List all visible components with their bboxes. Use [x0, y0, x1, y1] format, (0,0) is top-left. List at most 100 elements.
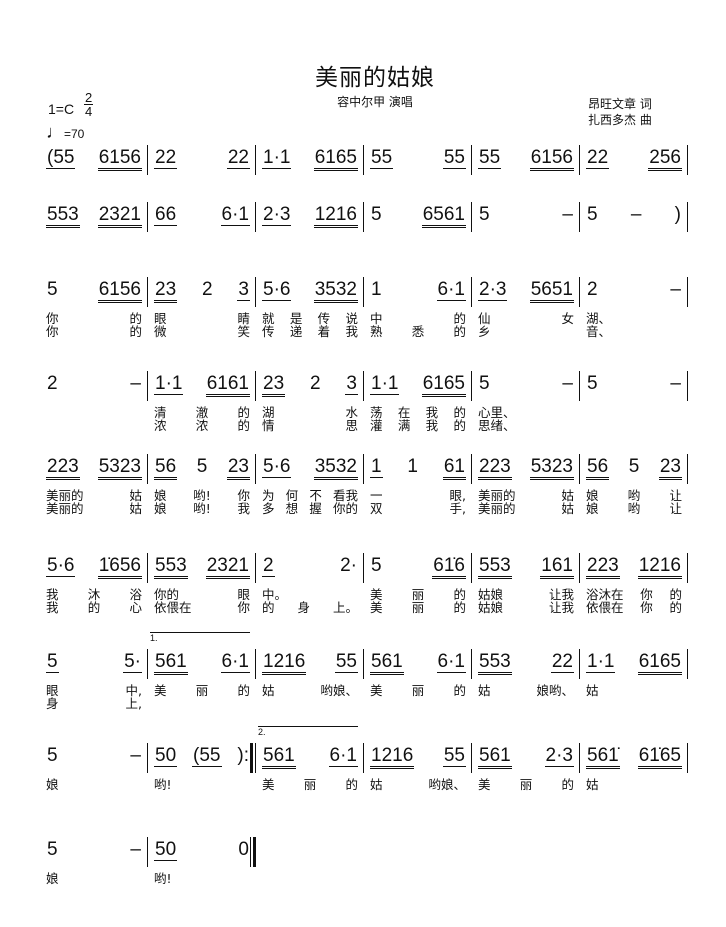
score-system: 5·6 1̇656 我沐浴我的心 553 2321 你的眼依偎在你 2 2· 中。的身上。 5 61…: [40, 553, 692, 616]
lyric-syllable: 我: [237, 501, 250, 516]
note-group: 55: [442, 745, 466, 767]
measure: 2·3 1216: [256, 202, 364, 275]
measure: 5 5· 眼 中, 身 上,: [40, 649, 148, 722]
lyrics-verse-1: 美丽的 姑: [46, 489, 142, 502]
lyric-syllable: 姑: [262, 683, 275, 698]
measure: 561̇ 61̇65 姑: [580, 743, 688, 816]
note-group: 223: [478, 457, 512, 480]
lyric-syllable: 哟!: [193, 501, 211, 516]
measure: 50 (55): 哟!: [148, 743, 256, 816]
note-group: 561: [370, 652, 404, 675]
notes: 223 5323: [46, 457, 142, 480]
note-group: 1: [371, 279, 382, 300]
measure: 5– 娘: [40, 743, 148, 816]
score-system: 223 5323 美丽的姑美丽的姑 56 5 23 娘哟! 你娘哟! 我 5·6 3532 为何不看我…: [40, 454, 692, 517]
barline: [471, 743, 472, 773]
lyrics-verse-1: 美丽的: [370, 684, 466, 697]
note-group: 561: [154, 652, 188, 675]
note-group: 1·1: [154, 373, 184, 395]
note-group: 1: [407, 456, 418, 477]
lyrics-verse-1: 哟!: [154, 778, 250, 791]
measure: 223 1216 浴沐在你的依偎在你的: [580, 553, 688, 626]
note-group: 50: [154, 839, 178, 861]
lyric-syllable: 我: [46, 587, 59, 602]
barline: [471, 277, 472, 307]
note-group: 2: [47, 373, 58, 394]
measure: 553 2321: [40, 202, 148, 275]
notes: 5 –): [586, 205, 682, 227]
lyric-syllable: 娘: [586, 488, 599, 503]
measure: 1·1 6165: [256, 145, 364, 218]
note-group: (55: [192, 745, 222, 767]
lyrics-verse-2: 传递着我: [262, 325, 358, 338]
lyric-syllable: 在: [397, 405, 411, 420]
lyric-syllable: 为: [262, 488, 275, 503]
repeat-barline: [250, 743, 256, 773]
measure: 223 5323 美丽的姑美丽的姑: [472, 454, 580, 527]
note-group: 22: [154, 147, 178, 169]
lyrics-verse-2: 双 手,: [370, 502, 466, 515]
lyric-syllable: 递: [289, 324, 303, 339]
lyric-syllable: 不: [309, 488, 322, 503]
barline: [363, 649, 364, 679]
lyrics-verse-1: 美丽的: [478, 778, 574, 791]
barline: [579, 202, 580, 232]
lyric-syllable: 娘: [586, 501, 599, 516]
barline: [579, 371, 580, 401]
notes: 50 0: [154, 840, 250, 862]
notes: 5–: [46, 746, 142, 768]
notes: 561̇ 61̇65: [586, 746, 682, 769]
notes: 553 2321: [154, 556, 250, 579]
lyric-syllable: 依偎在: [154, 600, 192, 615]
score-system: 5 6156 你的你的 23 2 3 眼睛微笑 5·6 3532 就是传说传递着我 1 6·1 中的熟悉…: [40, 277, 692, 340]
note-group: –: [670, 373, 681, 394]
lyric-syllable: 我: [425, 418, 439, 433]
lyrics-verse-1: 姑 哟娘、: [370, 778, 466, 791]
lyric-syllable: 哟: [627, 501, 641, 516]
note-group: 5·6: [46, 555, 76, 577]
measure: 223 5323 美丽的姑美丽的姑: [40, 454, 148, 527]
lyric-syllable: 说: [345, 311, 358, 326]
lyrics-verse-1: 眼睛: [154, 312, 250, 325]
barline: [147, 743, 148, 773]
notes: 56 5 23: [586, 457, 682, 480]
note-group: 22: [586, 147, 610, 169]
key-signature: 1=C: [48, 101, 75, 117]
time-signature: 2 4: [84, 91, 94, 118]
barline: [255, 553, 256, 583]
note-group: 3532: [313, 457, 358, 480]
barline: [579, 145, 580, 175]
measure: 66 6·1: [148, 202, 256, 275]
measure: 553 161 姑娘 让我 姑娘 让我: [472, 553, 580, 626]
notes: 1216 55: [370, 745, 466, 769]
lyrics-verse-2: 情思: [262, 419, 358, 432]
note-group: 23: [658, 457, 682, 480]
lyric-syllable: 音、: [586, 324, 612, 339]
note-group: 23: [262, 374, 286, 397]
notes: 1·1 6165: [370, 374, 466, 397]
lyrics-verse-1: 中的: [370, 312, 466, 325]
barline: [579, 454, 580, 484]
lyrics-verse-1: 美丽的: [370, 588, 466, 601]
measure: 23 2 3 湖水情思: [256, 371, 364, 444]
measure: 1·1 6165 姑: [580, 649, 688, 722]
notes: 5–: [478, 374, 574, 396]
barline: [147, 553, 148, 583]
note-group: 56: [586, 457, 610, 480]
note-group: (55: [46, 147, 76, 169]
lyric-syllable: 心里、: [478, 405, 516, 420]
lyrics-verse-2: 乡: [478, 325, 574, 338]
score-system: 5 5· 眼中, 身上, 1. 561 6·1 美丽的 1216 55 姑哟娘、 561 6·1 美丽的 5…: [40, 632, 692, 712]
lyric-syllable: 眼: [237, 587, 250, 602]
lyrics-verse-1: 就是传说: [262, 312, 358, 325]
measure: 22 256: [580, 145, 688, 218]
measure: 56 5 23 娘哟让娘哟让: [580, 454, 688, 527]
notes: 23 2 3: [154, 280, 250, 303]
lyric-syllable: 依偎在: [586, 600, 624, 615]
note-group: 2: [262, 555, 275, 577]
notes: 1·1 6161: [154, 373, 250, 397]
notes: 223 5323: [478, 457, 574, 480]
lyric-syllable: 笑: [237, 324, 250, 339]
lyrics-verse-1: 浴沐在 你 的: [586, 588, 682, 601]
notes: 5 6561: [370, 205, 466, 228]
